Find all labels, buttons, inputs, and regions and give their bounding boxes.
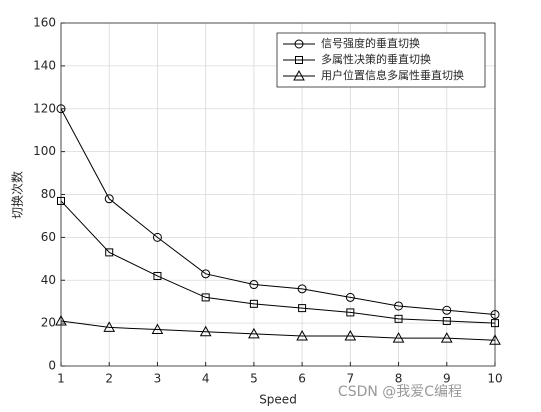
y-axis-label: 切换次数 — [10, 171, 25, 219]
y-tick-label: 120 — [33, 101, 56, 115]
series-line — [60, 200, 496, 324]
marker — [490, 310, 500, 320]
marker — [346, 308, 355, 317]
legend-marker — [294, 39, 304, 49]
axes-box — [60, 22, 496, 367]
marker — [57, 196, 65, 205]
marker — [442, 316, 451, 325]
x-tick-label: 7 — [347, 372, 355, 386]
marker — [201, 293, 210, 302]
legend-marker — [295, 56, 303, 64]
marker — [248, 327, 260, 339]
y-tick-label: 0 — [48, 359, 56, 373]
marker — [440, 332, 453, 343]
x-tick-label: 4 — [202, 372, 210, 386]
marker — [153, 271, 162, 280]
marker — [394, 301, 404, 311]
x-tick-label: 3 — [154, 372, 162, 386]
y-tick-label: 80 — [41, 187, 56, 201]
marker — [103, 321, 116, 332]
marker — [151, 323, 164, 335]
marker — [394, 314, 403, 323]
marker — [489, 334, 501, 345]
marker — [296, 329, 308, 341]
x-tick-label: 9 — [443, 372, 451, 386]
legend-marker — [293, 69, 305, 81]
marker — [55, 314, 67, 326]
y-tick-label: 20 — [41, 316, 56, 330]
x-tick-label: 10 — [487, 372, 502, 386]
marker — [201, 269, 211, 279]
legend-label: 用户位置信息多属性垂直切换 — [321, 68, 464, 82]
y-tick-label: 60 — [41, 230, 56, 244]
marker — [249, 299, 258, 308]
y-tick-label: 100 — [33, 144, 56, 158]
series-line — [60, 320, 496, 341]
series-line — [60, 108, 496, 316]
marker — [105, 248, 114, 257]
x-tick-label: 2 — [105, 372, 113, 386]
marker — [104, 194, 114, 204]
marker — [199, 325, 212, 337]
legend-label: 信号强度的垂直切换 — [321, 36, 420, 50]
y-tick-label: 140 — [33, 58, 56, 72]
x-tick-label: 8 — [395, 372, 403, 386]
x-tick-label: 6 — [298, 372, 306, 386]
y-tick-label: 40 — [41, 273, 56, 287]
marker — [442, 305, 452, 315]
x-axis-label: Speed — [259, 393, 297, 407]
marker — [56, 104, 66, 114]
legend-label: 多属性决策的垂直切换 — [321, 52, 431, 66]
marker — [345, 292, 355, 302]
x-tick-label: 1 — [57, 372, 65, 386]
marker — [344, 329, 357, 341]
marker — [297, 284, 307, 294]
marker — [392, 332, 405, 343]
marker — [491, 319, 499, 328]
marker — [152, 232, 162, 242]
marker — [249, 280, 259, 290]
y-tick-label: 160 — [33, 16, 56, 30]
marker — [298, 304, 307, 313]
x-tick-label: 5 — [250, 372, 258, 386]
watermark: CSDN @我爱C编程 — [338, 384, 462, 400]
